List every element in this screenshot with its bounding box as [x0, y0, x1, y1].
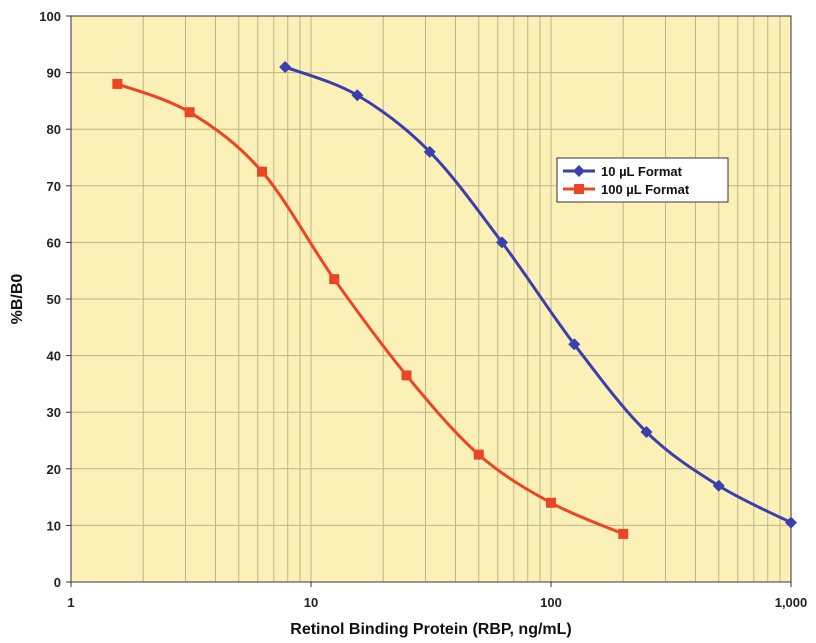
y-tick-label: 50 [47, 292, 61, 307]
x-axis-title: Retinol Binding Protein (RBP, ng/mL) [290, 621, 571, 638]
y-tick-label: 90 [47, 66, 61, 81]
y-tick-label: 60 [47, 235, 61, 250]
data-point-square [401, 370, 412, 381]
y-tick-label: 20 [47, 462, 61, 477]
y-tick-label: 100 [39, 9, 61, 24]
data-point-square [257, 166, 268, 177]
y-tick-label: 10 [47, 518, 61, 533]
data-point-diamond [712, 479, 725, 492]
y-axis-title: %B/B0 [9, 274, 26, 325]
x-axis-ticks: 1 10 100 1,000 [67, 582, 807, 610]
data-point-diamond [568, 338, 581, 351]
data-point-square [329, 274, 340, 285]
y-axis-ticks: 0 10 20 30 40 50 60 70 80 90 100 [39, 9, 71, 590]
data-point-square [473, 449, 484, 460]
data-point-square [618, 528, 629, 539]
data-point-diamond [351, 89, 364, 102]
series-line [116, 82, 624, 536]
x-tick-label: 1,000 [775, 595, 808, 610]
data-point-square [546, 497, 556, 508]
legend-label: 100 µL Format [601, 182, 690, 197]
data-point-square [112, 78, 123, 89]
legend-label: 10 µL Format [601, 164, 683, 179]
data-point-diamond [573, 165, 585, 177]
series-group [112, 78, 629, 539]
data-point-diamond [423, 145, 436, 158]
y-tick-label: 30 [47, 405, 61, 420]
y-tick-label: 40 [47, 349, 61, 364]
series-group [279, 60, 797, 529]
data-point-square [184, 107, 195, 118]
x-tick-label: 100 [540, 595, 562, 610]
data-point-diamond [279, 60, 292, 73]
y-tick-label: 0 [54, 575, 61, 590]
x-tick-label: 10 [304, 595, 318, 610]
data-point-square [574, 184, 584, 194]
series-layer [112, 60, 797, 539]
legend: 10 µL Format 100 µL Format [556, 157, 729, 203]
data-point-diamond [785, 516, 797, 529]
data-point-diamond [640, 426, 653, 439]
y-tick-label: 70 [47, 179, 61, 194]
y-tick-label: 80 [47, 122, 61, 137]
series-line [284, 65, 792, 524]
x-tick-label: 1 [67, 595, 74, 610]
legend-box [556, 157, 729, 203]
data-point-diamond [496, 236, 509, 249]
